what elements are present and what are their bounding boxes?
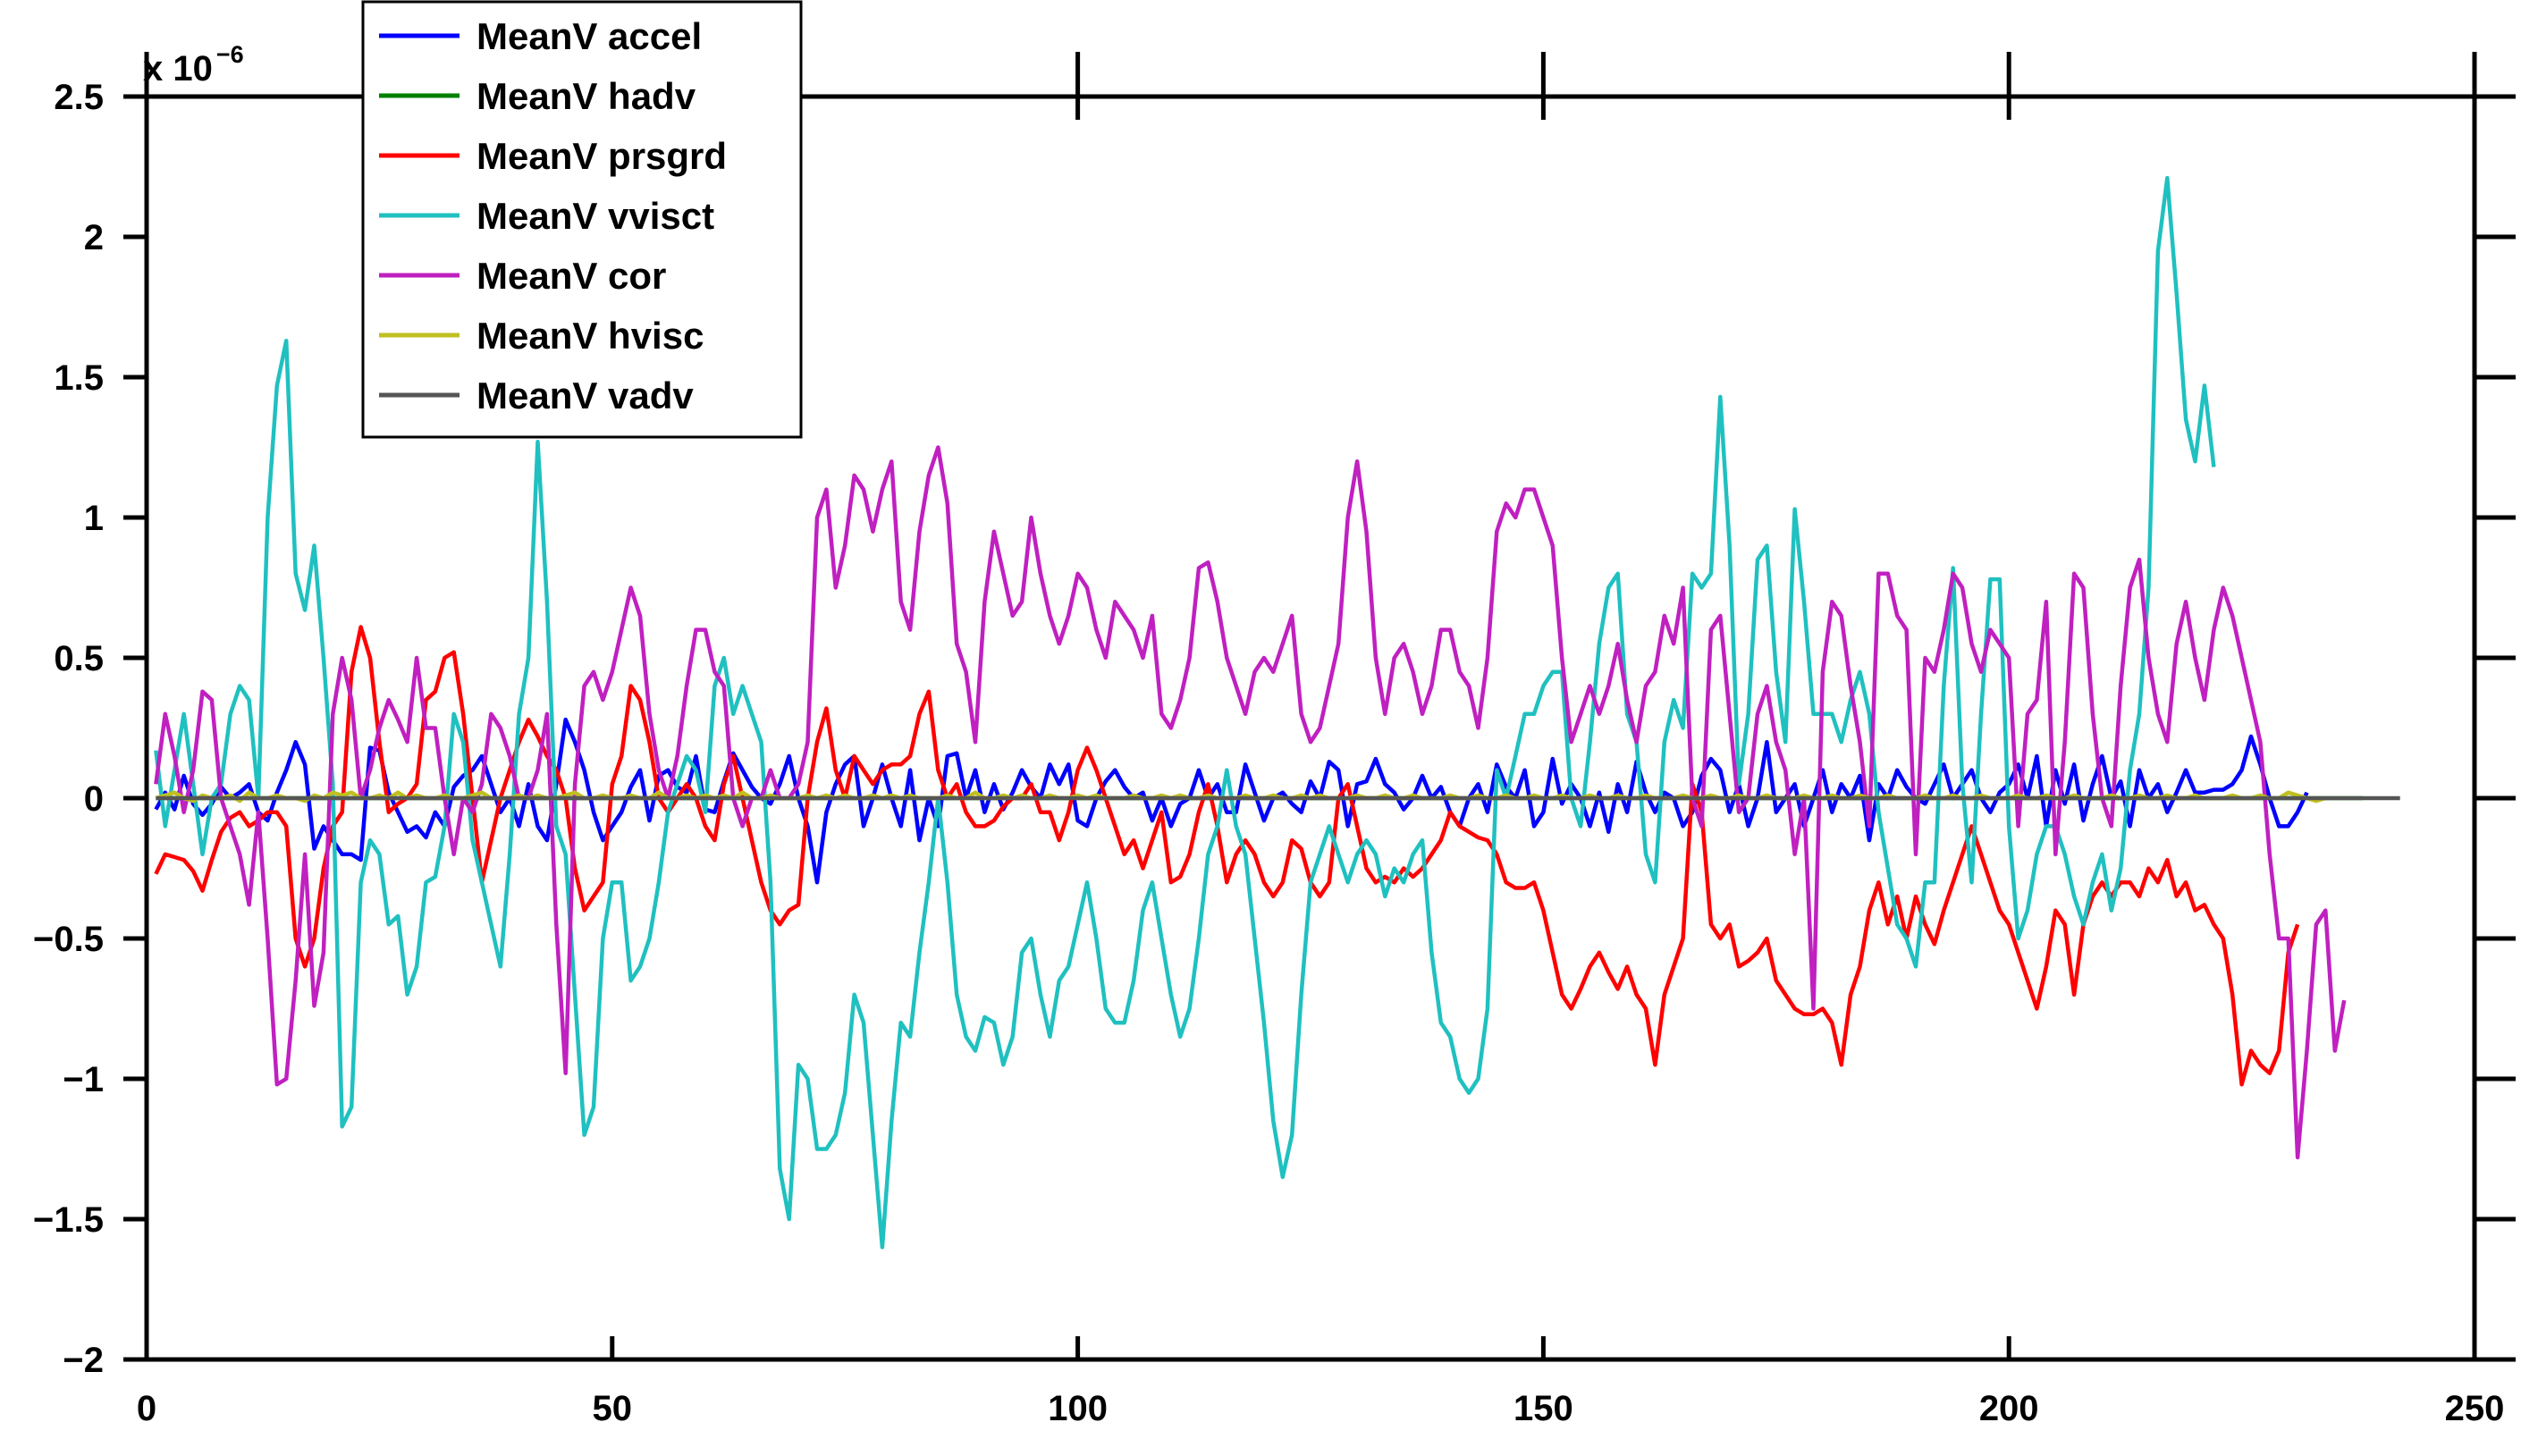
y-tick-label: −2	[63, 1341, 104, 1380]
y-tick-label: −1	[63, 1060, 104, 1099]
legend-label-6: MeanV hvisc	[476, 315, 704, 357]
legend-label-1: MeanV accel	[476, 15, 702, 57]
y-tick-label: 0.5	[54, 639, 104, 678]
x-tick-label: 0	[137, 1389, 156, 1428]
legend: MeanV accel MeanV hadv MeanV prsgrd MeanV v…	[361, 0, 803, 439]
axes-layer: 0 50 100 150 200 250 −2 −1.5 −1 −0.5 0 0.5 1 1.5 2 2.5	[33, 52, 2516, 1428]
series-layer	[154, 175, 2400, 1250]
x-tick-label: 100	[1048, 1389, 1108, 1428]
legend-box	[361, 0, 803, 439]
legend-label-7: MeanV vadv	[476, 375, 694, 417]
y-tick-label: 1.5	[54, 358, 104, 398]
x-tick-label: 150	[1513, 1389, 1573, 1428]
y-tick-label: 1	[84, 499, 104, 538]
x-tick-label: 200	[1979, 1389, 2039, 1428]
x-tick-label: 250	[2445, 1389, 2505, 1428]
legend-label-4: MeanV vvisct	[476, 195, 714, 237]
y-tick-label: 2.5	[54, 78, 104, 117]
y-exponent-label: x 10 −6	[143, 41, 244, 88]
legend-label-3: MeanV prsgrd	[476, 135, 727, 177]
plot-frame	[144, 94, 2477, 1362]
series-line-5	[154, 445, 2347, 1160]
x-tick-label: 50	[593, 1389, 633, 1428]
y-tick-label: −0.5	[33, 920, 104, 959]
y-tick-label: 2	[84, 218, 104, 257]
y-tick-label: 0	[84, 779, 104, 819]
legend-label-2: MeanV hadv	[476, 75, 696, 117]
y-tick-label: −1.5	[33, 1200, 104, 1240]
legend-label-5: MeanV cor	[476, 255, 666, 297]
series-line-3	[154, 625, 2300, 1087]
